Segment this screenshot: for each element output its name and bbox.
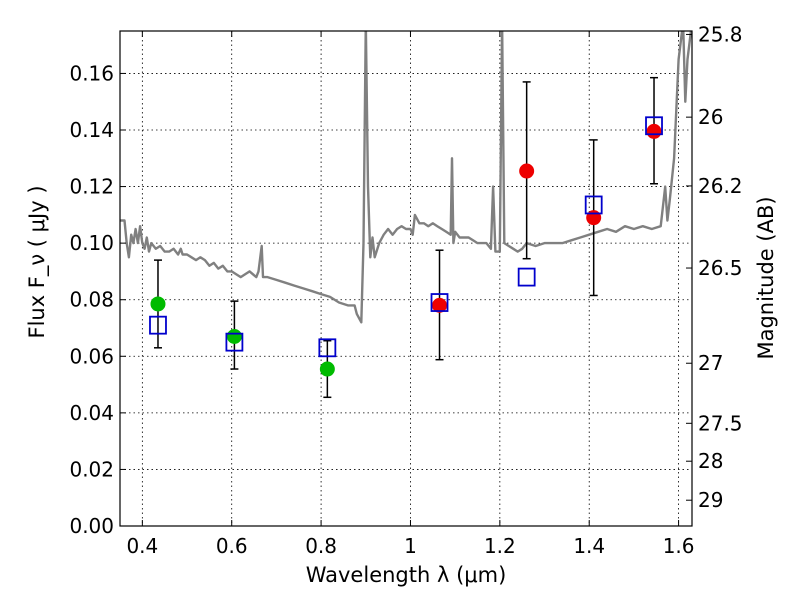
model-point <box>517 267 536 287</box>
data-markers <box>149 116 663 377</box>
y-tick-label: 0.14 <box>69 118 114 142</box>
data-point <box>432 297 448 313</box>
model-point <box>430 293 449 312</box>
model-point <box>584 195 603 215</box>
data-point <box>319 361 335 377</box>
y-tick-label: 0.10 <box>69 231 114 255</box>
data-point <box>150 296 166 312</box>
spectrum-line <box>120 31 692 324</box>
y-axis-label: Flux F_ν ( μJy ) <box>25 185 50 338</box>
data-point <box>519 163 535 179</box>
y2-tick-label: 26.2 <box>698 174 743 198</box>
plot-frame <box>119 30 693 527</box>
y2-axis-label: Magnitude (AB) <box>754 196 778 359</box>
y2-tick-label: 26 <box>698 105 723 129</box>
y2-tick-label: 27.5 <box>698 411 743 435</box>
x-tick-label: 0.6 <box>216 534 248 558</box>
model-point <box>318 338 337 358</box>
y-tick-label: 0.16 <box>69 61 114 85</box>
x-tick-label: 0.8 <box>305 534 337 558</box>
model-point <box>225 332 244 352</box>
y-tick-label: 0.06 <box>69 344 114 368</box>
x-tick-label: 1.4 <box>573 534 605 558</box>
x-tick-label: 1.2 <box>484 534 516 558</box>
y2-tick-label: 25.8 <box>698 22 743 46</box>
y-tick-label: 0.00 <box>69 514 114 538</box>
ticks: 0.4 0.6 0.8 1 1.2 1.4 1.6 0.00 0.02 0.04 0.06 0.08 0… <box>69 22 742 558</box>
data-point <box>646 123 662 139</box>
spectrum-layer <box>120 31 692 324</box>
grid <box>120 31 692 527</box>
x-tick-label: 1 <box>404 534 417 558</box>
y2-tick-label: 28 <box>698 449 723 473</box>
model-point <box>149 315 167 335</box>
y2-tick-label: 26.5 <box>698 256 743 280</box>
y-tick-label: 0.12 <box>69 175 114 199</box>
y2-tick-label: 29 <box>698 488 723 512</box>
x-axis-label: Wavelength λ (μm) <box>306 563 507 587</box>
x-tick-label: 1.6 <box>663 534 695 558</box>
y-tick-label: 0.02 <box>69 457 114 481</box>
y-tick-label: 0.04 <box>69 401 114 425</box>
data-point <box>226 328 242 344</box>
y-tick-label: 0.08 <box>69 288 114 312</box>
model-point <box>645 116 663 136</box>
y2-tick-label: 27 <box>698 351 723 375</box>
x-tick-label: 0.4 <box>126 534 158 558</box>
